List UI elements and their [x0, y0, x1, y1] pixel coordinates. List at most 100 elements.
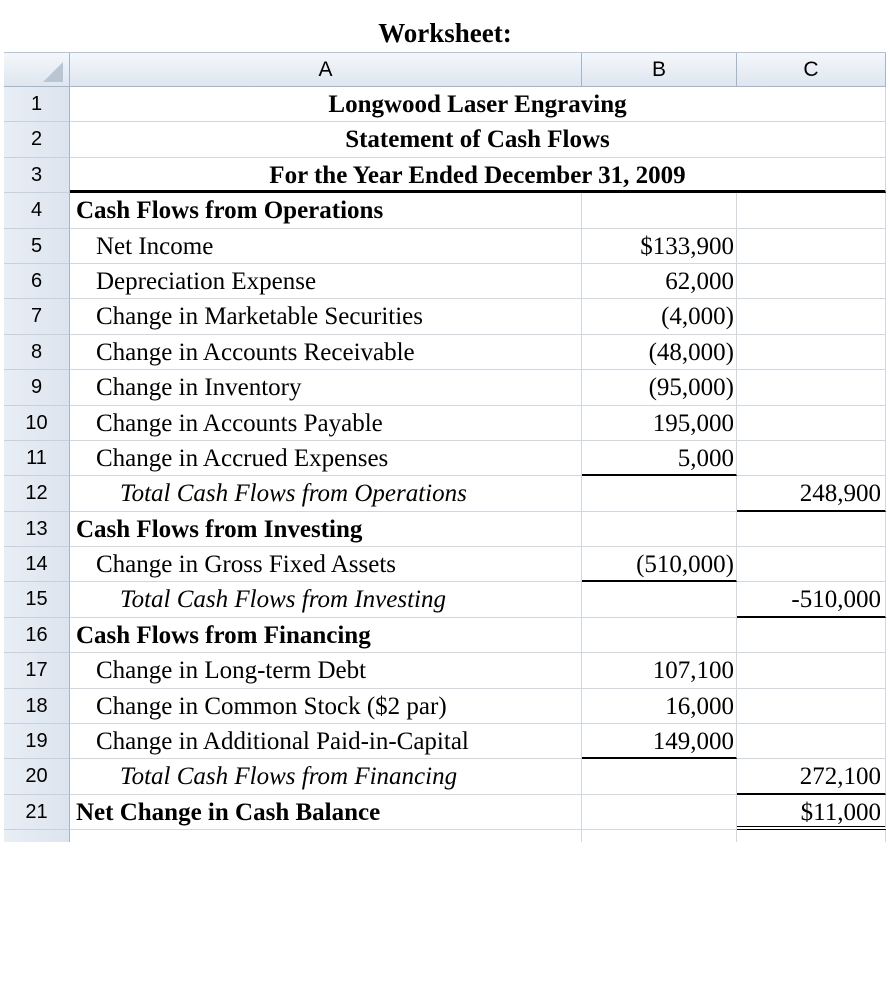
- cell-b[interactable]: [582, 794, 737, 831]
- cell-b[interactable]: (48,000): [582, 334, 737, 371]
- row-header[interactable]: 4: [4, 193, 70, 229]
- cell-c[interactable]: [737, 370, 886, 406]
- cell-b[interactable]: (95,000): [582, 370, 737, 406]
- cell-c[interactable]: [737, 440, 886, 477]
- cell-c[interactable]: [737, 547, 886, 583]
- table-row: 16 Cash Flows from Financing: [4, 617, 886, 654]
- cell-b[interactable]: [582, 476, 737, 512]
- cell-a[interactable]: Change in Accounts Payable: [70, 405, 582, 441]
- cell-b[interactable]: (510,000): [582, 547, 737, 583]
- cell-c[interactable]: [737, 263, 886, 300]
- period-cell[interactable]: For the Year Ended December 31, 2009: [70, 157, 886, 194]
- cell-b[interactable]: 16,000: [582, 688, 737, 725]
- row-header[interactable]: 18: [4, 688, 70, 725]
- row-header[interactable]: 2: [4, 122, 70, 158]
- cell-b[interactable]: [582, 511, 737, 548]
- table-row: 2 Statement of Cash Flows: [4, 122, 886, 158]
- cell-c[interactable]: [737, 193, 886, 229]
- row-header[interactable]: 6: [4, 263, 70, 300]
- table-row: 5 Net Income $133,900: [4, 228, 886, 264]
- cell-a[interactable]: Change in Common Stock ($2 par): [70, 688, 582, 725]
- cell-b[interactable]: $133,900: [582, 228, 737, 264]
- cell-b[interactable]: [582, 193, 737, 229]
- cell-c[interactable]: -510,000: [737, 582, 886, 618]
- row-header[interactable]: 12: [4, 476, 70, 512]
- cell-a[interactable]: Depreciation Expense: [70, 263, 582, 300]
- row-header[interactable]: 11: [4, 440, 70, 477]
- table-row: 20 Total Cash Flows from Financing 272,1…: [4, 759, 886, 795]
- cell-b[interactable]: 62,000: [582, 263, 737, 300]
- cell-c[interactable]: [737, 405, 886, 441]
- cell-b[interactable]: [582, 582, 737, 618]
- row-header[interactable]: 1: [4, 87, 70, 123]
- cell-b[interactable]: [582, 830, 737, 843]
- table-row: 11 Change in Accrued Expenses 5,000: [4, 440, 886, 477]
- cell-b[interactable]: 149,000: [582, 724, 737, 760]
- spreadsheet-grid: A B C 1 Longwood Laser Engraving 2 State…: [4, 52, 886, 843]
- company-name-cell[interactable]: Longwood Laser Engraving: [70, 87, 886, 123]
- select-all-triangle-icon: [43, 62, 63, 82]
- cell-a[interactable]: Net Income: [70, 228, 582, 264]
- cell-a[interactable]: Change in Marketable Securities: [70, 299, 582, 335]
- cell-b[interactable]: [582, 617, 737, 654]
- column-header-b[interactable]: B: [582, 53, 737, 86]
- cell-c[interactable]: [737, 299, 886, 335]
- row-header[interactable]: 13: [4, 511, 70, 548]
- table-row: 13 Cash Flows from Investing: [4, 511, 886, 548]
- cell-a[interactable]: Cash Flows from Operations: [70, 193, 582, 229]
- row-header[interactable]: 21: [4, 794, 70, 831]
- cell-c[interactable]: [737, 724, 886, 760]
- row-header[interactable]: 5: [4, 228, 70, 264]
- cell-a[interactable]: Net Change in Cash Balance: [70, 794, 582, 831]
- partial-row: [4, 830, 886, 843]
- table-row: 6 Depreciation Expense 62,000: [4, 263, 886, 300]
- row-header[interactable]: [4, 830, 70, 843]
- cell-c[interactable]: [737, 688, 886, 725]
- cell-c[interactable]: [737, 334, 886, 371]
- cell-a[interactable]: Change in Accounts Receivable: [70, 334, 582, 371]
- cell-a[interactable]: Cash Flows from Investing: [70, 511, 582, 548]
- select-all-button[interactable]: [4, 53, 70, 86]
- row-header[interactable]: 3: [4, 157, 70, 194]
- cell-a[interactable]: [70, 830, 582, 843]
- row-header[interactable]: 7: [4, 299, 70, 335]
- cell-c[interactable]: $11,000: [737, 794, 886, 831]
- cell-b[interactable]: 5,000: [582, 440, 737, 477]
- row-header[interactable]: 16: [4, 617, 70, 654]
- table-row: 7 Change in Marketable Securities (4,000…: [4, 299, 886, 335]
- row-header[interactable]: 8: [4, 334, 70, 371]
- cell-a[interactable]: Cash Flows from Financing: [70, 617, 582, 654]
- cell-c[interactable]: [737, 653, 886, 689]
- cell-c[interactable]: [737, 830, 886, 843]
- cell-b[interactable]: 195,000: [582, 405, 737, 441]
- cell-a[interactable]: Change in Accrued Expenses: [70, 440, 582, 477]
- cell-a[interactable]: Total Cash Flows from Financing: [70, 759, 582, 795]
- cell-a[interactable]: Total Cash Flows from Operations: [70, 476, 582, 512]
- cell-b[interactable]: [582, 759, 737, 795]
- cell-c[interactable]: 272,100: [737, 759, 886, 795]
- row-header[interactable]: 15: [4, 582, 70, 618]
- row-header[interactable]: 14: [4, 547, 70, 583]
- cell-c[interactable]: [737, 228, 886, 264]
- cell-a[interactable]: Change in Long-term Debt: [70, 653, 582, 689]
- row-header[interactable]: 19: [4, 724, 70, 760]
- cell-b[interactable]: (4,000): [582, 299, 737, 335]
- column-header-a[interactable]: A: [70, 53, 582, 86]
- row-header[interactable]: 10: [4, 405, 70, 441]
- cell-a[interactable]: Change in Additional Paid-in-Capital: [70, 724, 582, 760]
- cell-b[interactable]: 107,100: [582, 653, 737, 689]
- cell-c[interactable]: 248,900: [737, 476, 886, 512]
- table-row: 21 Net Change in Cash Balance $11,000: [4, 794, 886, 831]
- cell-c[interactable]: [737, 511, 886, 548]
- cell-a[interactable]: Change in Inventory: [70, 370, 582, 406]
- row-header[interactable]: 20: [4, 759, 70, 795]
- cell-c[interactable]: [737, 617, 886, 654]
- cell-a[interactable]: Total Cash Flows from Investing: [70, 582, 582, 618]
- table-row: 18 Change in Common Stock ($2 par) 16,00…: [4, 688, 886, 725]
- row-header[interactable]: 17: [4, 653, 70, 689]
- table-row: 12 Total Cash Flows from Operations 248,…: [4, 476, 886, 512]
- cell-a[interactable]: Change in Gross Fixed Assets: [70, 547, 582, 583]
- column-header-c[interactable]: C: [737, 53, 886, 86]
- row-header[interactable]: 9: [4, 370, 70, 406]
- statement-name-cell[interactable]: Statement of Cash Flows: [70, 122, 886, 158]
